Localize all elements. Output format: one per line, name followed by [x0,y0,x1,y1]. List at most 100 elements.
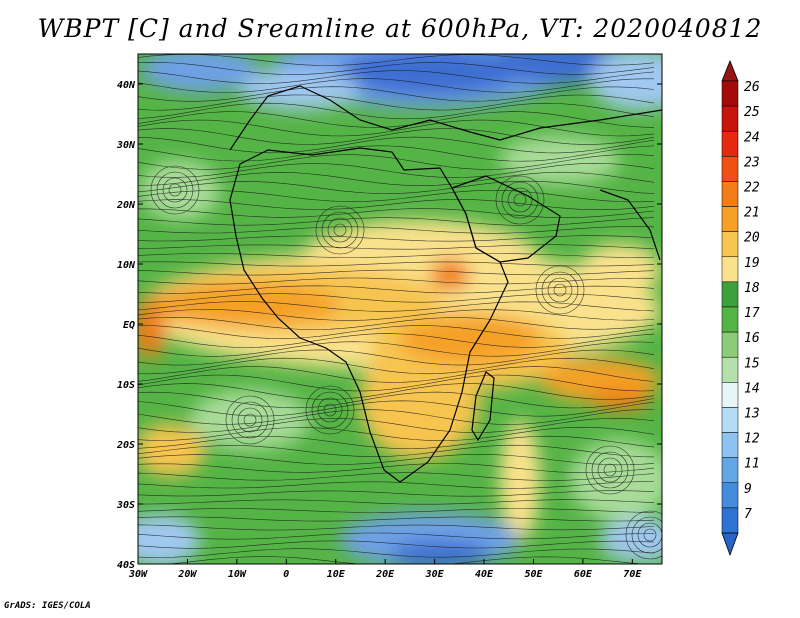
x-tick-label: 70E [623,569,642,580]
streamline [138,285,655,294]
madagascar-coastline [471,371,495,442]
streamline-eddy [243,413,257,427]
streamline-eddy [513,193,527,207]
streamline [138,548,655,558]
colorbar-label: 20 [744,231,760,246]
colorbar-swatch [721,156,739,182]
colorbar-label: 7 [744,507,752,522]
streamline [138,54,655,66]
streamline-eddy [321,211,359,249]
x-tick-label: 60E [574,569,593,580]
streamline [138,208,655,218]
streamlines [138,54,662,564]
far-northeast-cool-region [590,54,662,110]
streamline [138,417,655,433]
indian-ocean-pale-region [570,440,662,520]
streamline [138,333,655,348]
southwest-cool-region [138,514,200,564]
streamline [138,444,655,458]
streamline [138,516,655,522]
streamline [138,78,654,93]
streamline [138,508,655,513]
streamline-eddy [156,171,194,209]
colorbar-label: 19 [744,256,760,271]
x-tick-label: 0 [283,569,289,580]
colorbar-label: 23 [744,155,760,170]
wbpt-shaded-field [138,54,662,564]
streamline [138,162,655,178]
southeast-cool-region [600,518,662,562]
east-africa-hot [400,316,540,364]
colorbar-swatch [721,331,739,358]
streamline [138,540,655,549]
west-edge-hot-spot [138,302,166,358]
streamline [138,70,655,84]
colorbar-label: 15 [744,356,760,371]
northern-core-cold-region [340,54,520,96]
y-tick-label: EQ [123,320,135,331]
colorbar-label: 11 [744,457,760,472]
colorbar-label: 26 [744,80,760,95]
colorbar: 26 25 24 23 22 21 20 19 18 17 16 15 14 13 12 11 9 7 [721,59,760,557]
mozambique-channel-warm [500,420,540,540]
y-tick-label: 10S [117,380,135,391]
streamline [138,556,647,564]
colorbar-swatch [721,507,739,534]
streamline-eddy [315,205,365,255]
y-tick-label: 40S [117,560,135,571]
streamline [138,136,655,154]
streamline [138,217,655,226]
streamline [138,277,655,285]
streamline [138,293,655,303]
colorbar-label: 22 [744,180,760,195]
colorbar-swatch [721,256,739,283]
x-axis: 30W 20W 10W 0 10E 20E 30E 40E 50E 60E 70E [128,559,642,580]
southern-core-cold [390,541,490,564]
streamline [138,180,655,195]
y-tick-label: 30S [116,500,135,511]
streamline [138,426,655,442]
streamline [138,400,655,417]
streamline [138,269,655,276]
map-frame [137,53,663,565]
colorbar-swatch [721,181,739,207]
streamline [138,435,655,450]
colorbar-swatch [721,382,739,408]
streamline-eddy [547,277,573,303]
colorbar-label: 14 [744,381,760,396]
arabia-coastline [451,175,561,263]
colorbar-swatch [721,306,739,333]
streamline-eddy [305,385,355,435]
streamline-eddy [603,463,617,477]
africa-coastline [229,147,509,483]
streamline [138,481,655,489]
atlantic-pale-region [140,160,220,220]
streamline-eddy [585,445,635,495]
streamline-eddy [507,187,533,213]
streamline [138,261,655,267]
streamline [138,235,655,242]
colorbar-label: 18 [744,281,760,296]
streamline [138,532,655,540]
colorbar-swatch [721,457,739,484]
colorbar-bottom-arrow [721,532,739,557]
streamline [138,309,655,321]
streamline [138,349,655,366]
streamline-eddy [495,175,545,225]
streamline [138,86,655,102]
colorbar-swatch [721,407,739,433]
streamline [138,391,655,409]
colorbar-label: 24 [744,130,760,145]
streamline [138,463,655,474]
north-cool-region [240,70,360,110]
streamline [138,301,655,312]
colorbar-label: 9 [744,482,752,497]
y-tick-label: 20S [116,440,135,451]
streamline-eddy [162,177,188,203]
colorbar-label: 13 [744,406,760,421]
streamline [138,366,655,383]
india-coastline [599,189,661,261]
streamline-eddy [323,403,337,417]
streamline-eddy [591,451,629,489]
